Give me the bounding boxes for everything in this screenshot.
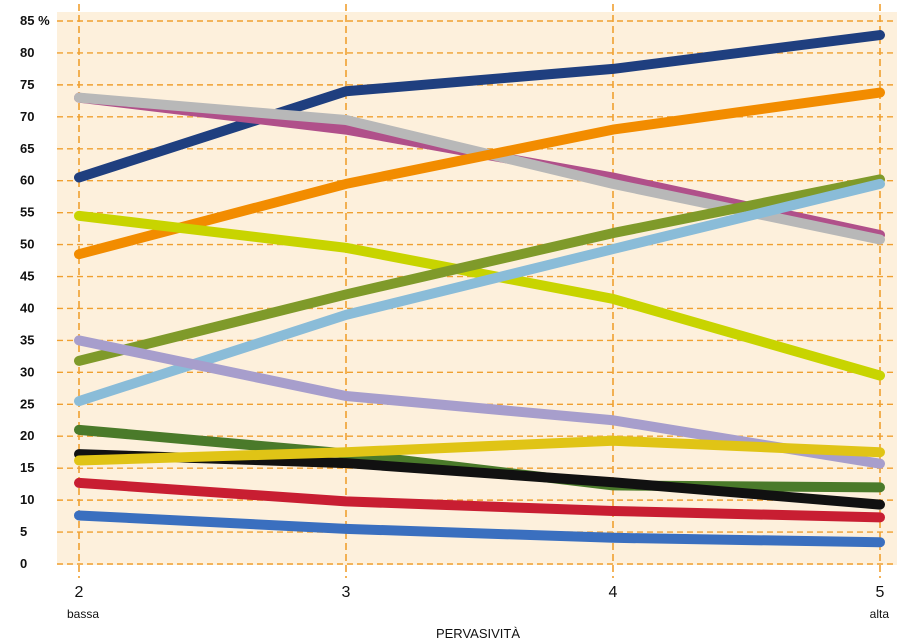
x-tick-sublabel: alta [870,607,890,621]
series-line [74,435,885,466]
y-tick-label: 25 [20,396,34,411]
series-line [74,510,885,548]
series-line [74,174,885,366]
y-tick-label: 20 [20,428,34,443]
y-tick-label: 5 [20,524,27,539]
y-tick-label: 40 [20,300,34,315]
y-tick-label: 70 [20,109,34,124]
y-tick-label: 10 [20,492,34,507]
series-group [74,30,885,548]
y-tick-label: 75 [20,77,34,92]
x-tick-label: 4 [609,584,618,601]
x-axis-label: PERVASIVITÀ [436,626,520,641]
y-tick-label: 0 [20,556,27,571]
y-axis-ticks: 0 5 10 15 20 25 30 35 40 45 50 55 60 65 70 75 80 85 % [20,13,50,571]
x-tick-sublabel: bassa [67,607,99,621]
series-line [74,178,885,407]
series-line [74,477,885,523]
x-tick-label: 3 [342,584,351,601]
y-tick-label: 55 [20,205,34,220]
y-tick-label: 45 [20,269,34,284]
y-tick-label: 15 [20,460,34,475]
x-axis-ticks: 2 bassa 3 4 5 alta [67,584,889,621]
x-tick-label: 5 [876,584,885,601]
series-line [74,87,885,260]
series-line [74,30,885,183]
y-tick-label: 85 % [20,13,50,28]
y-tick-label: 80 [20,45,34,60]
x-tick-label: 2 [75,584,84,601]
series-line [74,210,885,381]
y-tick-label: 35 [20,332,34,347]
y-tick-label: 50 [20,237,34,252]
y-tick-label: 60 [20,173,34,188]
y-tick-label: 65 [20,141,34,156]
y-tick-label: 30 [20,364,34,379]
